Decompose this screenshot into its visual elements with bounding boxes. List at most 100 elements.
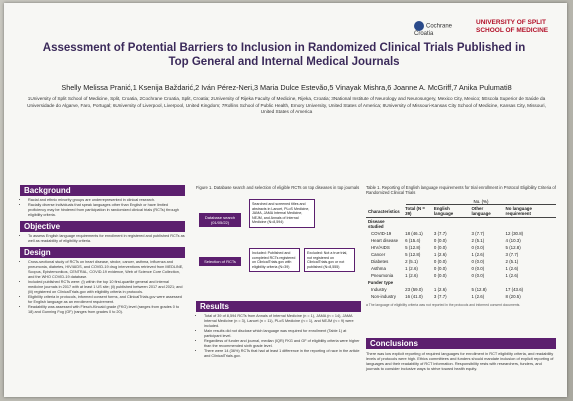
bullet: Regardless of funder and journal, median… bbox=[204, 339, 361, 349]
column-header: Total (N = 39) bbox=[403, 205, 432, 219]
section-header: Design bbox=[20, 247, 185, 258]
table-cell: Non-industry bbox=[371, 294, 396, 300]
table-cell: 0 (0.0) bbox=[433, 245, 447, 251]
table-cell: 1 (2.6) bbox=[471, 252, 485, 258]
table-cell: 6 (15.4) bbox=[405, 238, 421, 244]
logo-icon bbox=[414, 21, 424, 31]
table-cell: HIV/AIDS bbox=[371, 245, 390, 251]
table-row: Pneumonia 1 (2.6) 0 (0.0) 0 (0.0) 1 (2.6) bbox=[366, 272, 556, 279]
table-cell: 0 (0.0) bbox=[433, 273, 447, 279]
column-header: Other language bbox=[469, 205, 504, 219]
section-header: Background bbox=[20, 185, 185, 196]
table-cell: 1 (2.6) bbox=[505, 266, 519, 272]
table-row: Industry 23 (59.0) 1 (2.6) 5 (12.8) 17 (43.6… bbox=[366, 286, 556, 293]
table-cell: 12 (30.8) bbox=[505, 231, 524, 237]
table-cell bbox=[469, 218, 503, 231]
section-header: Results bbox=[196, 301, 361, 312]
table-cell: 16 (41.0) bbox=[405, 294, 423, 300]
section-header: Conclusions bbox=[366, 338, 556, 349]
table-cell: Disease studied bbox=[368, 219, 385, 230]
table-cell: 2 (5.1) bbox=[505, 259, 519, 265]
table-cell bbox=[504, 279, 556, 286]
table-cell: 0 (0.0) bbox=[433, 266, 447, 272]
logo-text: Cochrane Croatia bbox=[414, 23, 453, 37]
table-row: Asthma 1 (2.6) 0 (0.0) 0 (0.0) 1 (2.6) bbox=[366, 265, 556, 272]
table-cell: 8 (20.5) bbox=[505, 294, 521, 300]
table-body: Disease studied COVID-19 18 (46.1) 3 (7.7) 3… bbox=[366, 218, 556, 301]
table-cell: 1 (2.6) bbox=[433, 252, 447, 258]
bullet: Readability was assessed with Flesch-Kin… bbox=[28, 305, 185, 315]
table-cell: 17 (43.6) bbox=[505, 287, 524, 293]
table-cell bbox=[504, 218, 556, 231]
table-cell: Cancer bbox=[371, 252, 386, 258]
bullet-list: To assess English language requirements … bbox=[20, 234, 185, 244]
bullet: Main results did not disclose which lang… bbox=[204, 329, 361, 339]
table-cell: 5 (12.8) bbox=[405, 245, 421, 251]
table-row: Funder type bbox=[366, 279, 556, 286]
bullet: There were 14 (36%) RCTs that had at lea… bbox=[204, 349, 361, 359]
table-cell: 1 (2.6) bbox=[405, 266, 418, 272]
table-cell: Diabetes bbox=[371, 259, 389, 265]
table-cell: 4 (10.3) bbox=[505, 238, 521, 244]
bullet: Racially diverse individuals that speak … bbox=[28, 203, 185, 218]
table-cell: Asthma bbox=[371, 266, 386, 272]
table-cell: 3 (7.7) bbox=[433, 294, 447, 300]
authors: Shelly Melissa Pranić,1 Ksenija Baždarić… bbox=[61, 83, 512, 92]
table-cell: 0 (0.0) bbox=[471, 259, 485, 265]
bullet: Total of 39 of 8,594 RCTs from Annals of… bbox=[204, 314, 361, 329]
table-cell: COVID-19 bbox=[371, 231, 392, 237]
table-cell: 0 (0.0) bbox=[471, 245, 485, 251]
table-cell bbox=[403, 279, 432, 286]
table-cell: 1 (2.6) bbox=[505, 273, 519, 279]
column-header: English language bbox=[431, 205, 470, 219]
table-cell bbox=[403, 218, 432, 231]
table-cell: 1 (2.6) bbox=[433, 287, 447, 293]
table-cell: 5 (12.8) bbox=[405, 252, 421, 258]
table-cell: 3 (7.7) bbox=[471, 231, 485, 237]
bullet: Eligibility criteria in protocols, infor… bbox=[28, 295, 185, 305]
table-row: COVID-19 18 (46.1) 3 (7.7) 3 (7.7) 12 (30.8) bbox=[366, 230, 556, 237]
figure-caption: Figure 1. Database search and selection … bbox=[196, 185, 360, 190]
table-row: Disease studied bbox=[366, 218, 556, 231]
table-row: Non-industry 16 (41.0) 3 (7.7) 1 (2.6) 8 (20… bbox=[366, 293, 556, 300]
table-area: Table 1. Reporting of English language r… bbox=[366, 185, 556, 307]
flow-box: Searched and screened titles and abstrac… bbox=[249, 199, 315, 228]
table-cell: 0 (0.0) bbox=[433, 259, 447, 265]
table-cell: Heart disease bbox=[371, 238, 399, 244]
bullet-list: Racial and ethnic minority groups are un… bbox=[20, 198, 185, 218]
table-cell: 1 (2.6) bbox=[471, 294, 485, 300]
bullet: To assess English language requirements … bbox=[28, 234, 185, 244]
table-cell bbox=[432, 218, 470, 231]
table-cell bbox=[469, 279, 503, 286]
table-cell: 5 (12.8) bbox=[505, 245, 521, 251]
table-row: Diabetes 2 (5.1) 0 (0.0) 0 (0.0) 2 (5.1) bbox=[366, 258, 556, 265]
table-cell: 0 (0.0) bbox=[471, 266, 485, 272]
logo-left: Cochrane Croatia bbox=[414, 21, 464, 38]
table-cell: 5 (12.8) bbox=[471, 287, 487, 293]
table-row: Cancer 5 (12.8) 1 (2.6) 1 (2.6) 3 (7.7) bbox=[366, 251, 556, 258]
group-header: No. (%) bbox=[406, 199, 556, 206]
conclusions-text: There was low explicit reporting of requ… bbox=[366, 351, 554, 371]
flow-box: Selection of RCTs bbox=[199, 257, 241, 266]
results-column: Results Total of 39 of 8,594 RCTs from A… bbox=[196, 301, 361, 359]
bullet: Included published RCTs were: (i) within… bbox=[28, 280, 185, 295]
table-row: HIV/AIDS 5 (12.8) 0 (0.0) 0 (0.0) 5 (12.8) bbox=[366, 244, 556, 251]
table-caption: Table 1. Reporting of English language r… bbox=[366, 185, 556, 196]
table-cell: Industry bbox=[371, 287, 387, 293]
table-cell: 23 (59.0) bbox=[405, 287, 423, 293]
section-header: Objective bbox=[20, 221, 185, 232]
table-cell bbox=[432, 279, 470, 286]
table-note: a The language of eligibility criteria w… bbox=[366, 303, 521, 308]
table-cell: 3 (7.7) bbox=[433, 231, 447, 237]
flow-box: Included: Published and completed RCTs r… bbox=[249, 248, 300, 273]
affiliations: 1University of Split School of Medicine,… bbox=[27, 96, 546, 114]
table: Characteristics Total (N = 39) English lan… bbox=[366, 205, 556, 300]
header-row: Characteristics Total (N = 39) English lan… bbox=[366, 205, 556, 219]
conclusions: Conclusions There was low explicit repor… bbox=[366, 338, 556, 371]
column-header: Characteristics bbox=[366, 205, 404, 219]
bullet: Racial and ethnic minority groups are un… bbox=[28, 198, 185, 203]
table-cell: 2 (5.1) bbox=[471, 238, 485, 244]
table-cell: 0 (0.0) bbox=[433, 238, 447, 244]
bullet-list: Total of 39 of 8,594 RCTs from Annals of… bbox=[196, 314, 361, 359]
